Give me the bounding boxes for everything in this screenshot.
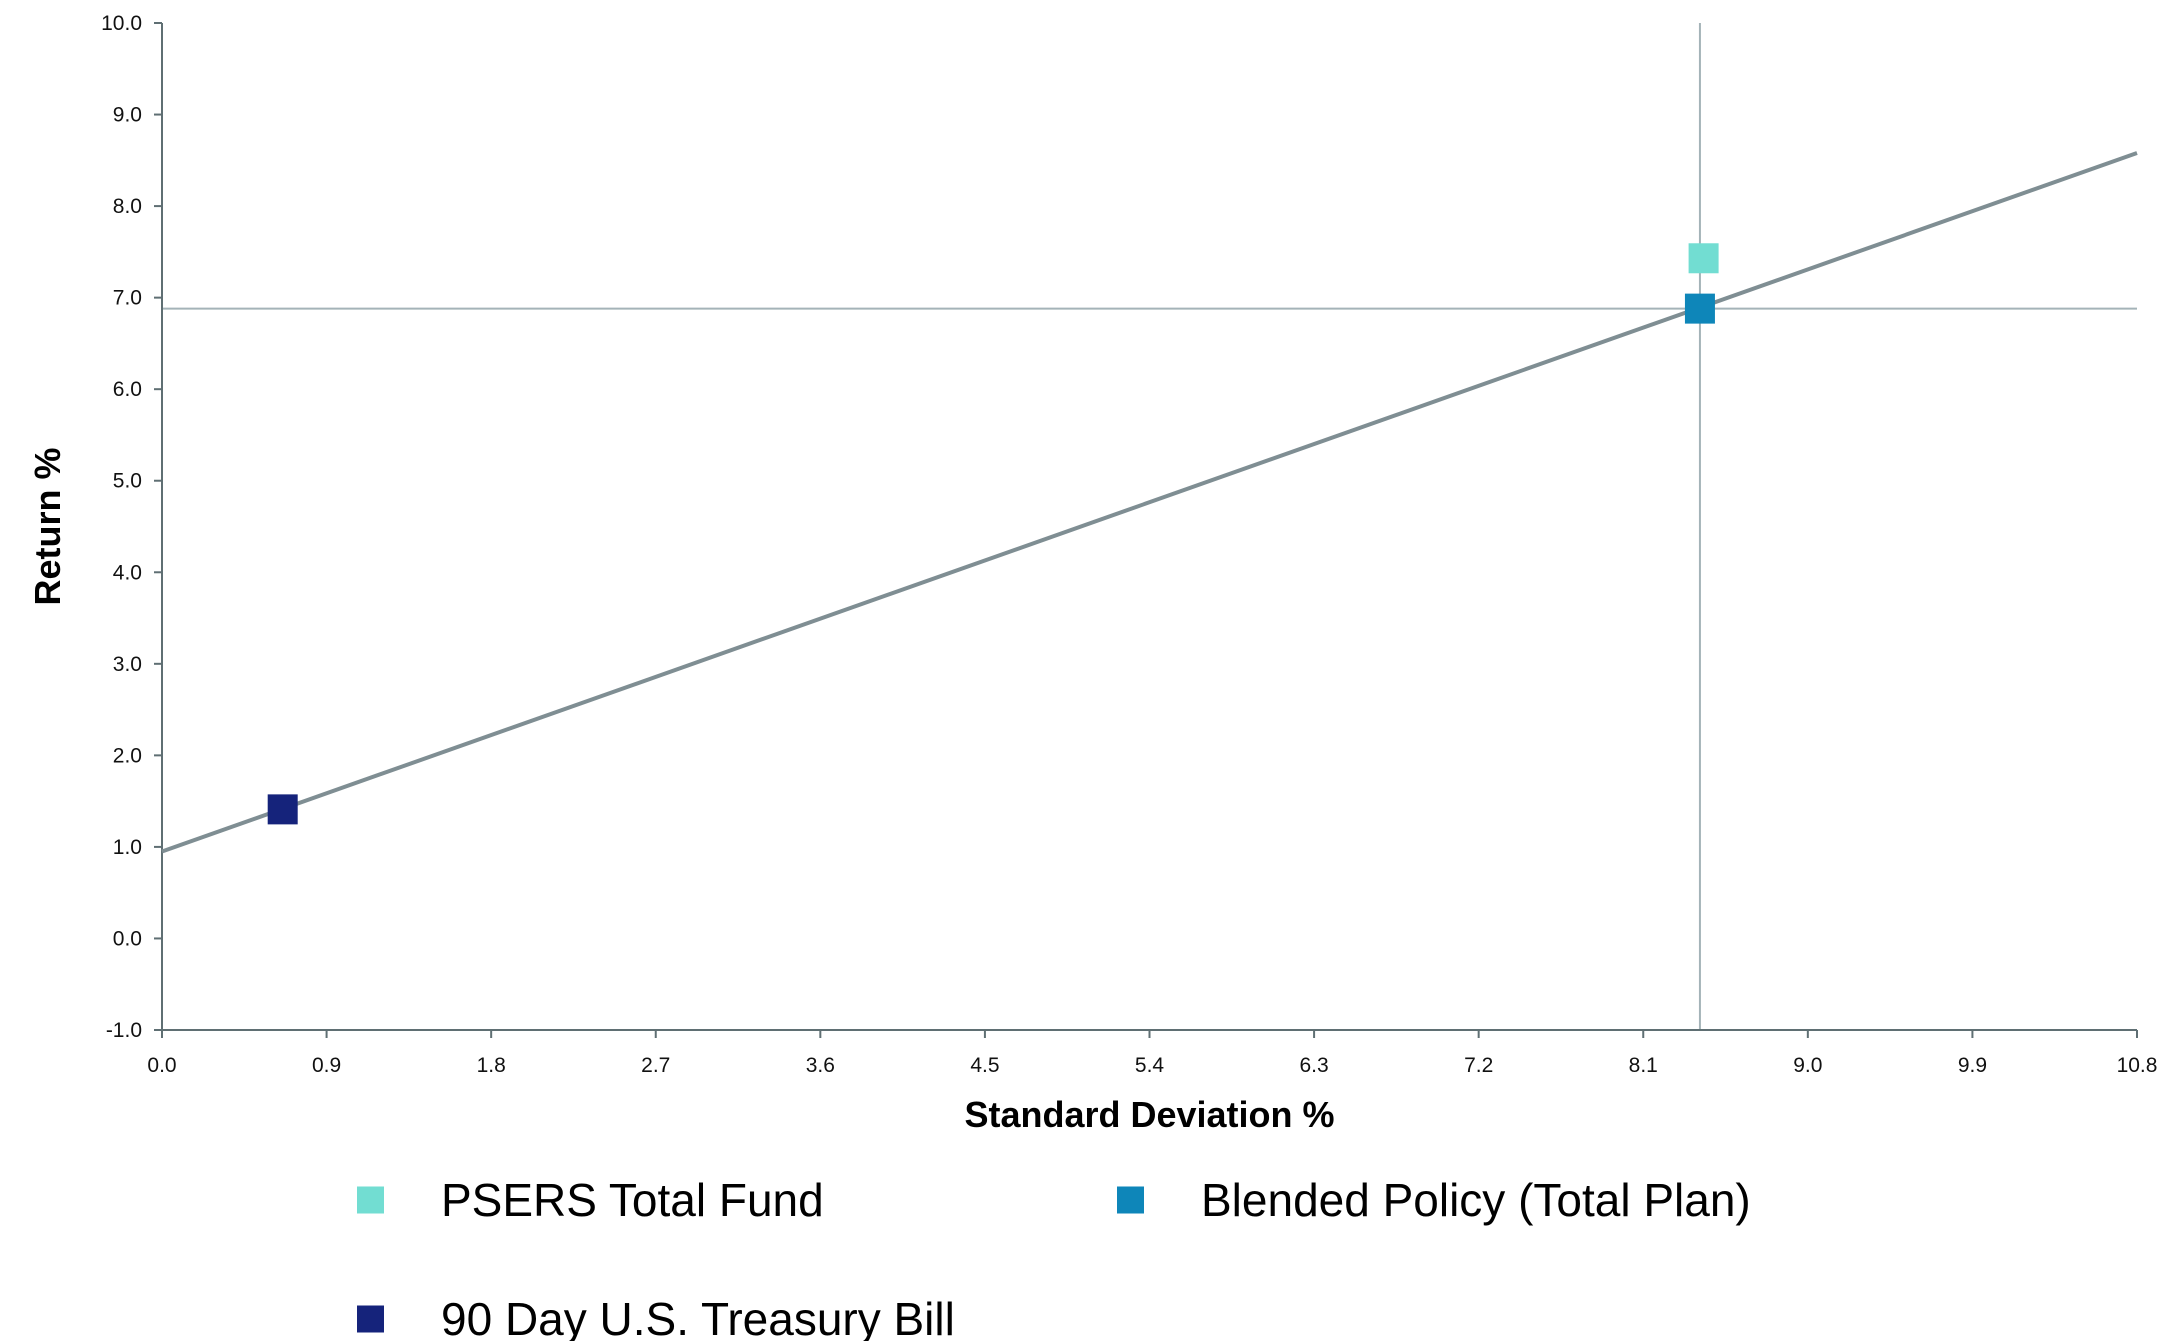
- x-tick-label: 4.5: [970, 1054, 999, 1077]
- legend-label-2: 90 Day U.S. Treasury Bill: [441, 1293, 955, 1341]
- y-axis-title: Return %: [27, 447, 68, 605]
- legend-swatch-2: [357, 1305, 384, 1333]
- y-tick-label: 2.0: [113, 744, 142, 767]
- x-tick-label: 10.8: [2117, 1054, 2158, 1077]
- y-tick-label: 4.0: [113, 561, 142, 584]
- y-tick-label: 10.0: [101, 12, 142, 35]
- legend-label-1: Blended Policy (Total Plan): [1201, 1174, 1751, 1226]
- legend-swatch-1: [1117, 1186, 1144, 1214]
- capital-market-line: [161, 151, 2138, 854]
- x-tick-label: 0.0: [147, 1054, 176, 1077]
- data-point-1: [1684, 293, 1715, 324]
- x-tick-label: 7.2: [1464, 1054, 1493, 1077]
- y-tick-label: 3.0: [113, 653, 142, 676]
- x-tick-label: 9.9: [1958, 1054, 1987, 1077]
- x-tick-label: 5.4: [1135, 1054, 1165, 1077]
- x-tick-label: 8.1: [1629, 1054, 1658, 1077]
- x-axis-title: Standard Deviation %: [964, 1094, 1334, 1135]
- y-tick-label: 8.0: [113, 195, 142, 218]
- x-tick-label: 9.0: [1793, 1054, 1822, 1077]
- y-tick-label: 5.0: [113, 470, 142, 493]
- data-point-2: [267, 794, 298, 825]
- legend-swatch-0: [357, 1186, 384, 1214]
- x-tick-label: 0.9: [312, 1054, 341, 1077]
- x-tick-label: 3.6: [806, 1054, 835, 1077]
- y-tick-label: 1.0: [113, 836, 142, 859]
- y-tick-label: -1.0: [106, 1019, 142, 1042]
- legend-label-0: PSERS Total Fund: [441, 1174, 824, 1226]
- data-point-0: [1688, 243, 1719, 274]
- y-tick-label: 6.0: [113, 378, 142, 401]
- y-tick-label: 0.0: [113, 927, 142, 950]
- x-tick-label: 6.3: [1299, 1054, 1328, 1077]
- y-tick-label: 9.0: [113, 104, 142, 127]
- x-tick-label: 1.8: [477, 1054, 506, 1077]
- x-tick-label: 2.7: [641, 1054, 670, 1077]
- y-tick-label: 7.0: [113, 287, 142, 310]
